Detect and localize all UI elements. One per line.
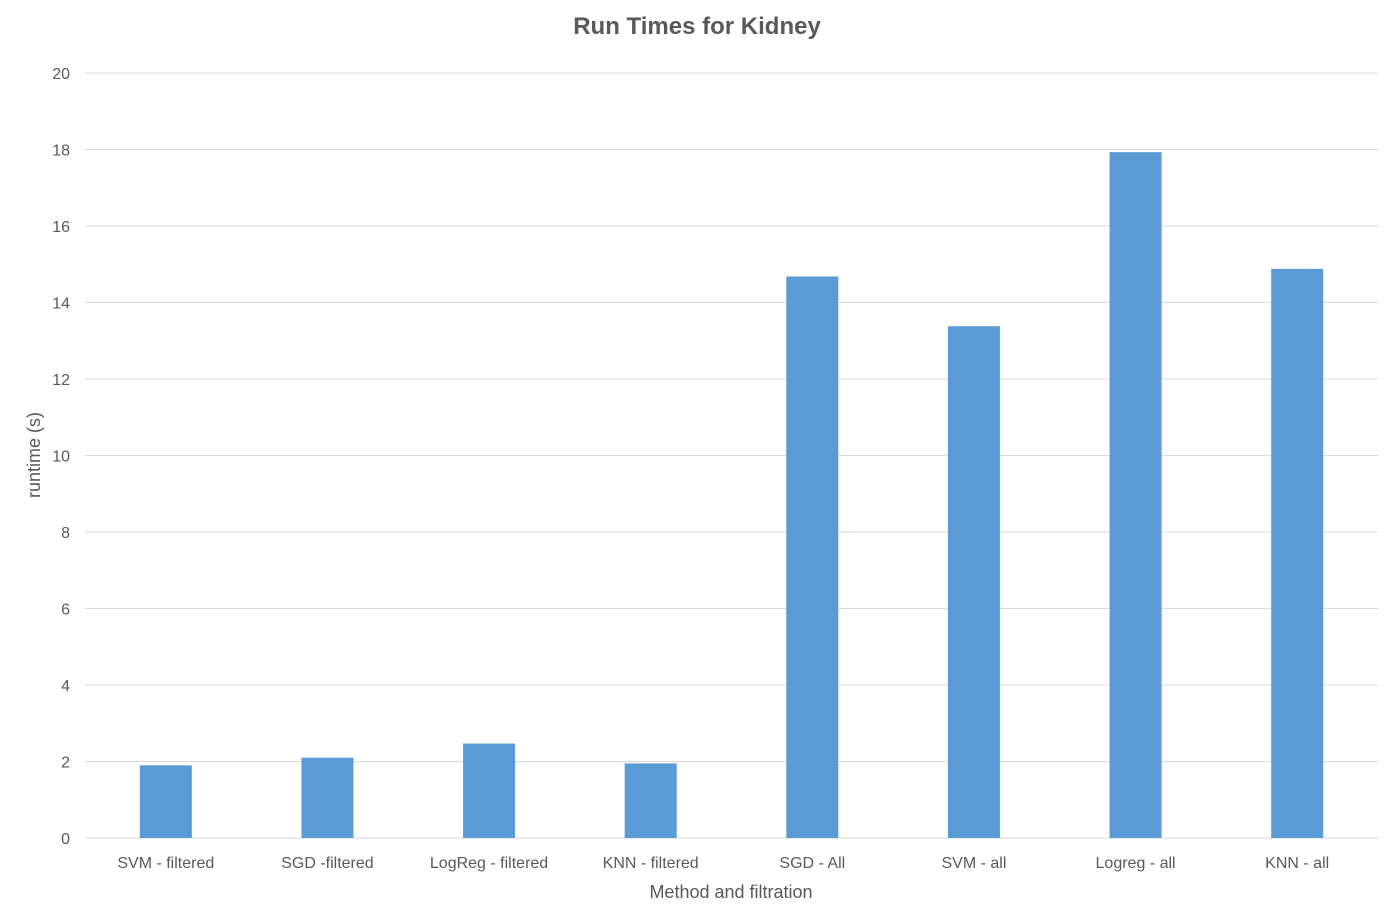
y-tick-label: 0 bbox=[61, 831, 70, 848]
y-tick-label: 18 bbox=[52, 143, 70, 160]
y-tick-label: 12 bbox=[52, 372, 70, 389]
y-tick-label: 8 bbox=[61, 525, 70, 542]
chart-title: Run Times for Kidney bbox=[573, 13, 821, 40]
x-category-label: SVM - all bbox=[941, 855, 1006, 872]
y-tick-label: 4 bbox=[61, 678, 70, 695]
y-tick-label: 6 bbox=[61, 602, 70, 619]
x-axis-title: Method and filtration bbox=[649, 882, 812, 902]
y-axis-title: runtime (s) bbox=[24, 412, 44, 498]
x-category-label: SGD -filtered bbox=[281, 855, 373, 872]
x-category-label: LogReg - filtered bbox=[430, 855, 548, 872]
bar bbox=[139, 765, 192, 838]
y-tick-label: 20 bbox=[52, 66, 70, 83]
bar bbox=[624, 763, 677, 838]
bars bbox=[139, 152, 1324, 839]
y-tick-label: 16 bbox=[52, 219, 70, 236]
bar bbox=[786, 276, 839, 838]
bar bbox=[1271, 268, 1324, 839]
y-tick-label: 2 bbox=[61, 755, 70, 772]
x-category-label: KNN - all bbox=[1265, 855, 1329, 872]
x-category-label: SGD - All bbox=[779, 855, 845, 872]
x-category-label: Logreg - all bbox=[1096, 855, 1176, 872]
bar bbox=[463, 743, 516, 838]
x-axis-category-labels: SVM - filtered SGD -filtered LogReg - filt… bbox=[117, 855, 1329, 872]
y-tick-label: 10 bbox=[52, 449, 70, 466]
x-category-label: SVM - filtered bbox=[117, 855, 214, 872]
gridlines bbox=[85, 72, 1378, 839]
x-category-label: KNN - filtered bbox=[603, 855, 699, 872]
y-axis-tick-labels: 0 2 4 6 8 10 12 14 16 18 20 bbox=[52, 66, 70, 848]
bar bbox=[1109, 152, 1162, 839]
bar bbox=[301, 757, 354, 838]
bar bbox=[947, 326, 1000, 838]
y-tick-label: 14 bbox=[52, 296, 70, 313]
